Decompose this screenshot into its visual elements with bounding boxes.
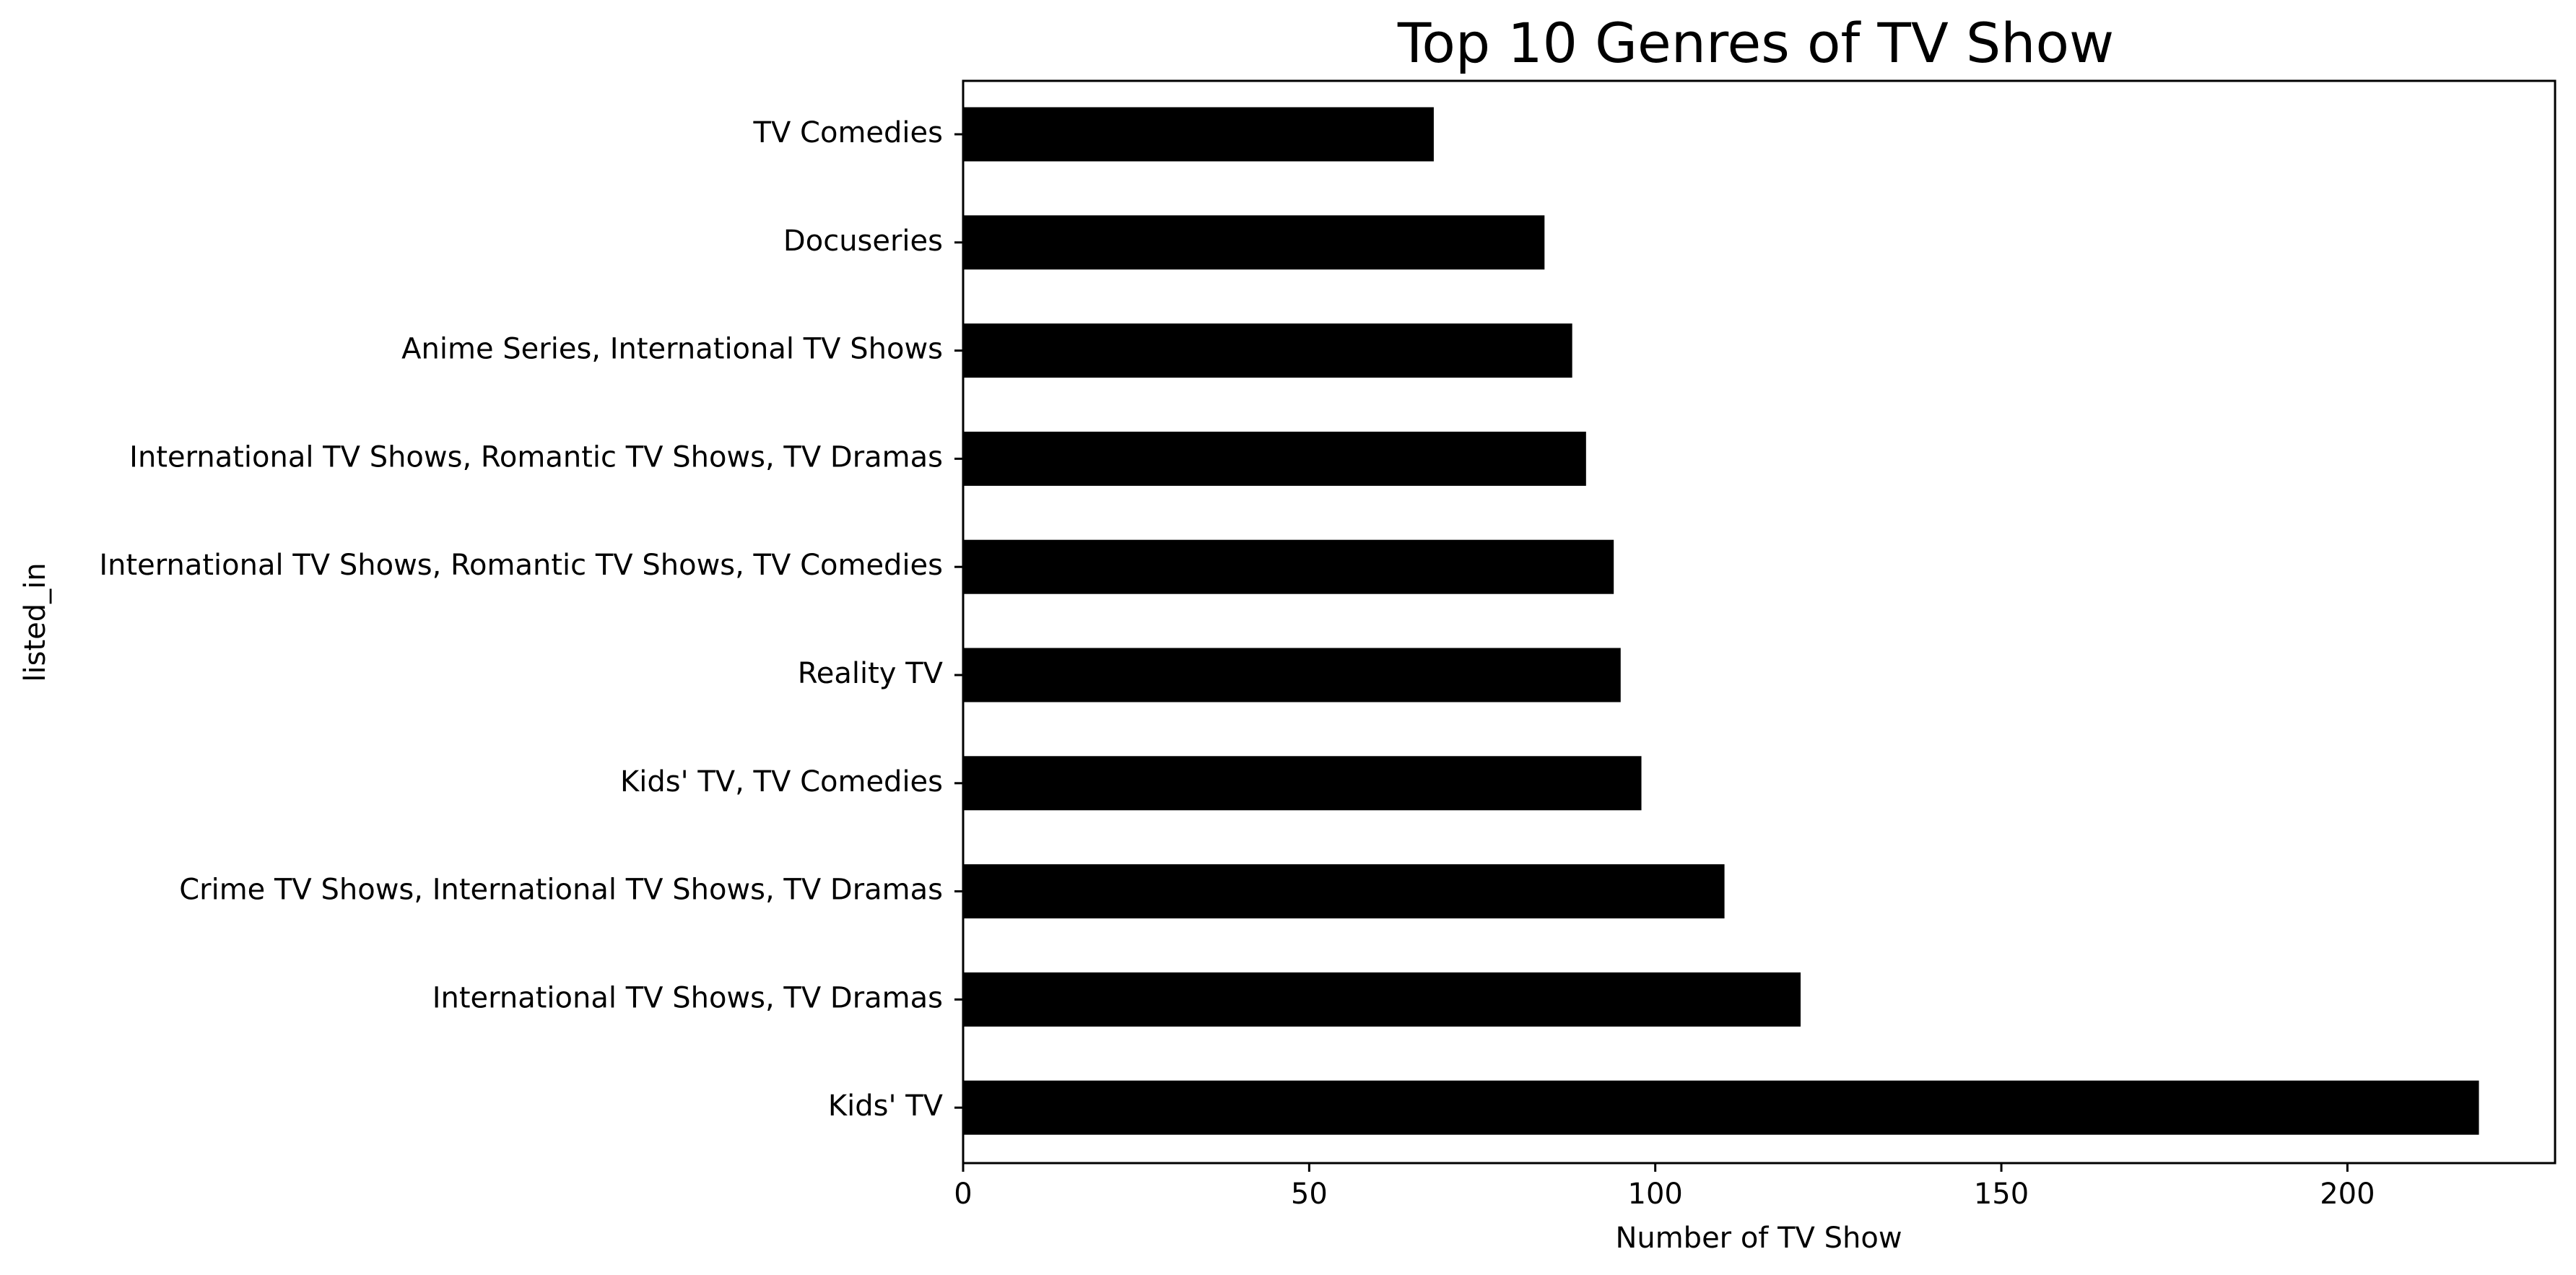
bars-group [963, 107, 2479, 1135]
x-tick-label: 200 [2320, 1178, 2375, 1211]
y-axis-ticks: TV Comedies Docuseries Anime Series, Inter… [99, 116, 963, 1123]
y-tick-label: TV Comedies [753, 116, 943, 149]
bar [963, 107, 1434, 162]
y-tick-label: International TV Shows, Romantic TV Show… [129, 440, 943, 474]
x-tick-label: 150 [1974, 1178, 2029, 1211]
plot-frame [962, 79, 2557, 1165]
x-tick-label: 100 [1628, 1178, 1683, 1211]
y-tick-label: International TV Shows, TV Dramas [432, 981, 943, 1014]
y-axis-label: listed_in [19, 562, 52, 682]
y-tick-label: Anime Series, International TV Shows [401, 333, 943, 366]
y-tick-label: Docuseries [783, 225, 943, 258]
bar [963, 1080, 2479, 1135]
y-tick-label: International TV Shows, Romantic TV Show… [99, 549, 943, 582]
x-axis-ticks: 0 50 100 150 200 [954, 1163, 2375, 1211]
x-tick-label: 0 [954, 1178, 972, 1211]
y-tick-label: Kids' TV, TV Comedies [620, 765, 943, 798]
bar [963, 756, 1642, 811]
bar [963, 431, 1586, 486]
y-tick-label: Kids' TV [828, 1089, 944, 1123]
bar [963, 323, 1572, 378]
x-axis-label: Number of TV Show [1615, 1222, 1902, 1255]
y-tick-label: Crime TV Shows, International TV Shows, … [179, 874, 943, 907]
chart-title: Top 10 Genres of TV Show [1397, 11, 2114, 75]
y-tick-label: Reality TV [798, 657, 944, 690]
bar [963, 648, 1621, 702]
bar [963, 539, 1614, 594]
bar [963, 864, 1725, 919]
bar [963, 972, 1801, 1027]
x-tick-label: 50 [1291, 1178, 1328, 1211]
bar [963, 215, 1545, 270]
